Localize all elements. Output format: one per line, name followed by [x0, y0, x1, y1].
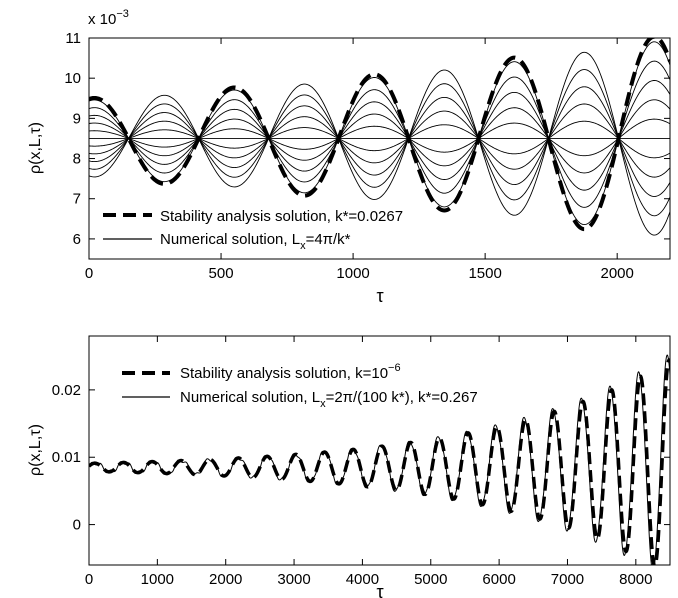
bottom-series-group: [89, 354, 670, 565]
bottom-plot-frame: [88, 335, 671, 566]
x-tick-label: 1000: [141, 571, 174, 588]
y-tick-label: 7: [73, 191, 81, 208]
bottom-x-axis-label: τ: [376, 582, 383, 598]
y-tick-label: 8: [73, 151, 81, 168]
x-tick-label: 1000: [336, 265, 369, 282]
top-legend-label-stability: Stability analysis solution, k*=0.0267: [160, 208, 403, 225]
top-ticks: 0 500 1000 1500 2000 6 7 8 9 10 11: [64, 30, 670, 282]
top-chart: 0 500 1000 1500 2000 6 7 8 9 10 11 x 10−3 ρ(x,L,τ)…: [27, 8, 671, 306]
x-tick-label: 6000: [482, 571, 515, 588]
y-tick-label: 0.01: [52, 449, 81, 466]
bottom-legend-label-numerical: Numerical solution, Lx=2π/(100 k*), k*=0…: [180, 389, 478, 410]
top-numerical-curve: [89, 80, 670, 191]
top-y-multiplier: x 10−3: [88, 8, 129, 28]
x-tick-label: 3000: [277, 571, 310, 588]
y-tick-label: 0: [73, 517, 81, 534]
x-tick-label: 7000: [551, 571, 584, 588]
top-stability-curve: [89, 38, 670, 232]
top-y-axis-label: ρ(x,L,τ): [27, 122, 44, 174]
bottom-chart: 0 1000 2000 3000 4000 5000 6000 7000 8000 0 0.01 0.…: [27, 335, 671, 598]
top-numerical-curve: [89, 69, 670, 217]
top-numerical-curve: [89, 118, 670, 157]
x-tick-label: 2000: [209, 571, 242, 588]
top-numerical-curve: [89, 120, 670, 159]
top-numerical-curve: [89, 86, 670, 197]
x-tick-label: 8000: [619, 571, 652, 588]
x-tick-label: 500: [209, 265, 234, 282]
bottom-ticks: 0 1000 2000 3000 4000 5000 6000 7000 8000 0 0.01 0.…: [52, 336, 670, 588]
top-numerical-curve: [89, 41, 670, 226]
bottom-stability-curve: [89, 357, 670, 565]
x-tick-label: 1500: [468, 265, 501, 282]
y-tick-label: 0.02: [52, 382, 81, 399]
top-x-axis-label: τ: [376, 286, 383, 306]
y-tick-label: 11: [65, 30, 81, 47]
x-tick-label: 5000: [414, 571, 447, 588]
top-legend-label-numerical: Numerical solution, Lx=4π/k*: [160, 231, 351, 252]
top-series-group: [89, 38, 670, 236]
x-tick-label: 2000: [600, 265, 633, 282]
top-numerical-curve: [89, 103, 670, 178]
y-tick-label: 10: [64, 70, 81, 87]
y-tick-label: 9: [73, 110, 81, 127]
x-tick-label: 4000: [346, 571, 379, 588]
bottom-legend-label-stability: Stability analysis solution, k=10−6: [180, 362, 401, 382]
x-tick-label: 0: [85, 571, 93, 588]
bottom-y-axis-label: ρ(x,L,τ): [27, 424, 44, 476]
top-numerical-curve: [89, 60, 670, 208]
x-tick-label: 0: [85, 265, 93, 282]
top-plot-frame: [88, 37, 671, 260]
top-numerical-curve: [89, 99, 670, 174]
bottom-legend: Stability analysis solution, k=10−6 Nume…: [122, 362, 478, 410]
y-tick-label: 6: [73, 231, 81, 248]
top-legend: Stability analysis solution, k*=0.0267 N…: [103, 208, 403, 252]
top-numerical-curve: [89, 51, 670, 236]
